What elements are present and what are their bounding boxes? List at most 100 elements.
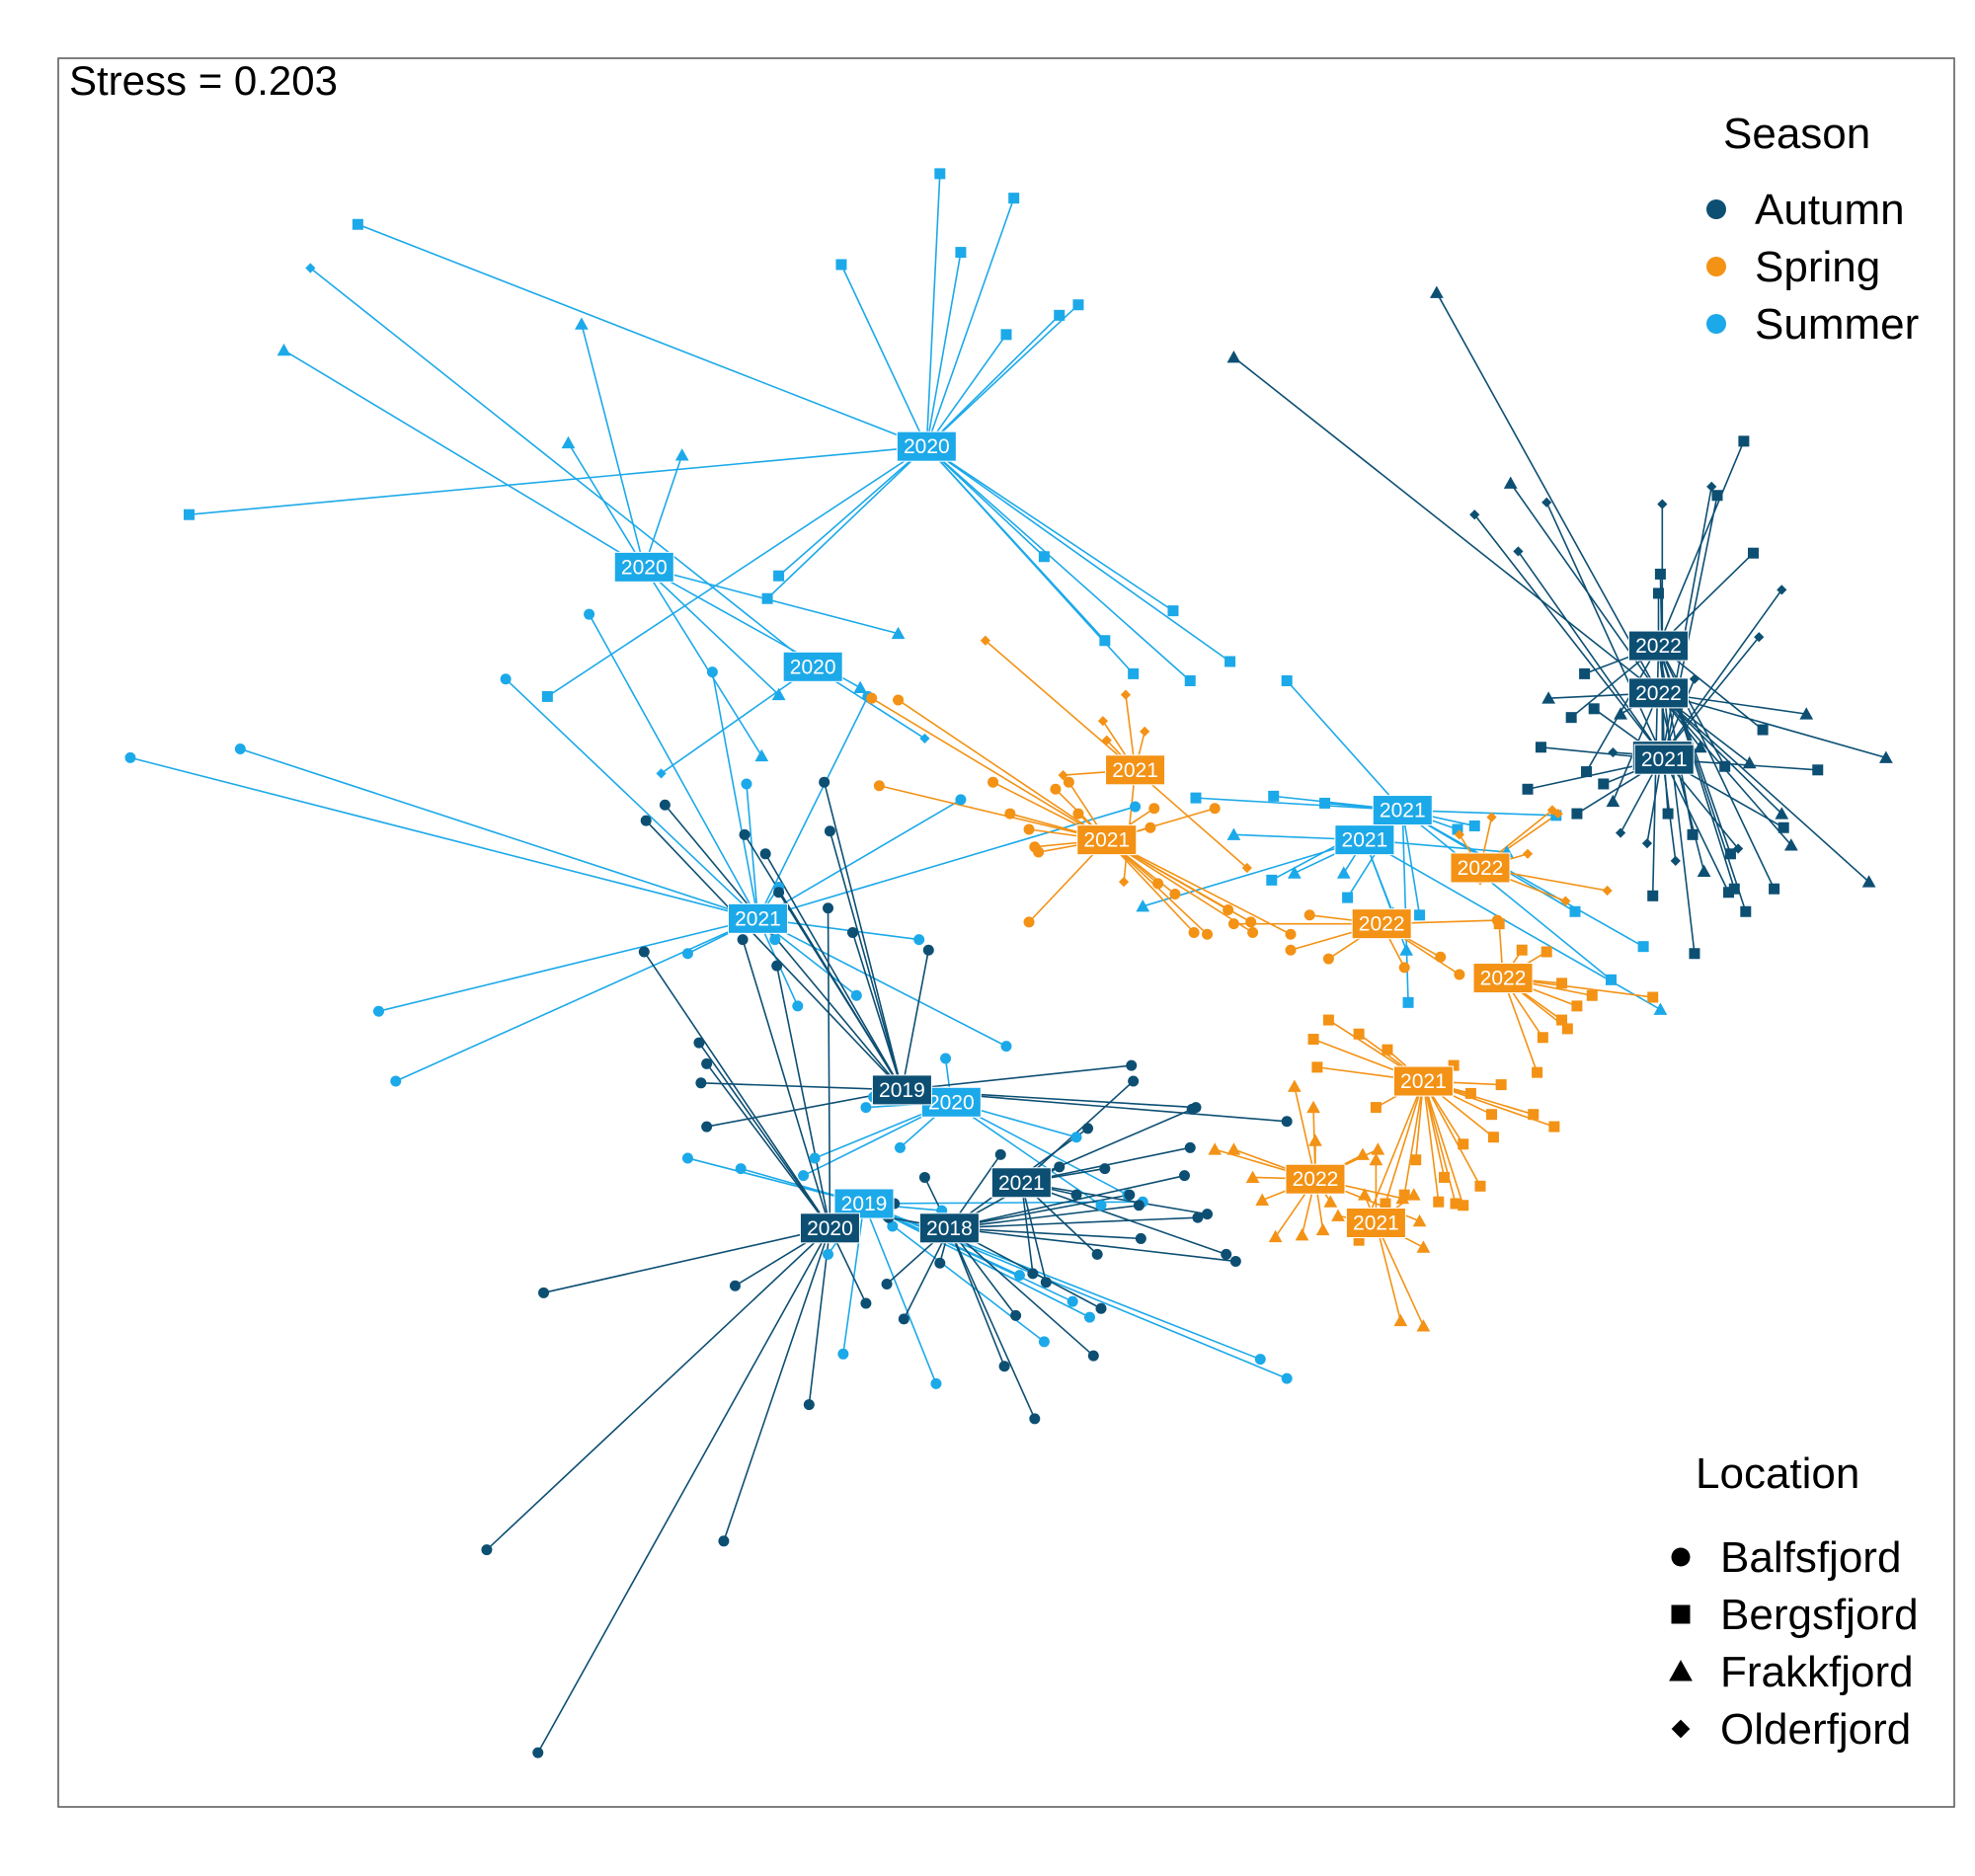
spider-line [863, 1203, 1090, 1318]
sample-point-balfsfjord [1285, 944, 1297, 956]
centroid-year-label: 2021 [1112, 759, 1158, 782]
sample-point-bergsfjord [1647, 991, 1659, 1003]
sample-point-balfsfjord [803, 1399, 815, 1411]
sample-point-bergsfjord [1224, 656, 1236, 667]
sample-point-frakkfjord [1255, 1193, 1270, 1206]
season-legend-label: Summer [1755, 300, 1919, 349]
sample-point-bergsfjord [1581, 766, 1593, 778]
spider-line [1657, 552, 1755, 647]
sample-point-bergsfjord [1812, 764, 1824, 776]
sample-point-bergsfjord [1414, 909, 1426, 921]
spider-line [129, 756, 758, 920]
sample-point-frakkfjord [1861, 875, 1876, 888]
sample-point-balfsfjord [860, 1297, 872, 1309]
sample-point-balfsfjord [940, 1053, 952, 1064]
sample-point-balfsfjord [819, 776, 830, 788]
spider-line [925, 445, 1231, 663]
sample-point-bergsfjord [1556, 977, 1568, 989]
sample-point-bergsfjord [1439, 1171, 1451, 1183]
sample-point-bergsfjord [1689, 948, 1700, 960]
season-legend: Season Autumn Spring Summer [1706, 110, 1919, 349]
centroid-label-box [1105, 754, 1166, 786]
sample-point-frakkfjord [276, 343, 291, 356]
sample-point-balfsfjord [1398, 962, 1410, 974]
stress-annotation: Stress = 0.203 [69, 57, 338, 104]
location-legend: Location Balfsfjord Bergsfjord Frakkfjord O… [1669, 1449, 1919, 1754]
sample-point-bergsfjord [1493, 918, 1505, 930]
spider-line [1106, 838, 1254, 934]
spider-line [240, 747, 758, 920]
centroid-label: 2021 [727, 902, 788, 934]
centroid-label-box [1351, 908, 1412, 940]
sample-point-balfsfjord [681, 1152, 693, 1164]
sample-point-balfsfjord [1435, 951, 1447, 963]
location-legend-key-bergsfjord [1671, 1604, 1691, 1624]
centroid-label: 2019 [871, 1074, 932, 1106]
sample-point-balfsfjord [739, 828, 750, 840]
centroid-label: 2022 [1450, 852, 1511, 884]
sample-point-balfsfjord [1192, 1212, 1204, 1223]
sample-point-balfsfjord [1135, 1232, 1146, 1244]
sample-point-balfsfjord [893, 694, 905, 706]
sample-point-balfsfjord [1186, 1103, 1198, 1115]
centroid-year-label: 2021 [1353, 1212, 1399, 1234]
sample-point-bergsfjord [1190, 792, 1202, 804]
spider-line [1232, 356, 1659, 694]
spider-line [851, 932, 904, 1091]
spider-line [395, 917, 758, 1082]
sample-point-balfsfjord [1082, 1123, 1094, 1134]
spider-line [778, 445, 927, 577]
centroid-label: 2021 [1076, 824, 1138, 856]
spider-line [863, 1201, 1144, 1205]
centroid-year-label: 2022 [1293, 1168, 1339, 1191]
sample-point-bergsfjord [1586, 989, 1598, 1001]
location-legend-key-olderfjord [1671, 1719, 1691, 1739]
sample-point-balfsfjord [824, 825, 835, 837]
centroid-label: 2018 [918, 1212, 980, 1244]
centroid-label-box [727, 902, 788, 934]
sample-point-bergsfjord [1652, 587, 1664, 599]
centroid-label: 2021 [990, 1167, 1052, 1199]
sample-point-olderfjord [1058, 770, 1068, 781]
sample-point-bergsfjord [352, 218, 363, 230]
sample-point-olderfjord [1641, 838, 1653, 849]
sample-point-olderfjord [1615, 827, 1626, 838]
sample-point-balfsfjord [1083, 1311, 1095, 1323]
sample-point-balfsfjord [737, 934, 749, 946]
sample-point-balfsfjord [769, 934, 781, 946]
sample-point-olderfjord [1097, 716, 1109, 727]
spider-line [567, 442, 645, 568]
spider-line [863, 1203, 937, 1384]
spider-line [949, 1204, 1140, 1229]
centroid-year-label: 2020 [904, 435, 950, 458]
sample-point-balfsfjord [1124, 1189, 1136, 1201]
sample-point-olderfjord [1120, 689, 1132, 700]
sample-point-bergsfjord [1464, 1087, 1476, 1099]
spider-line [643, 566, 780, 696]
sample-point-frakkfjord [1306, 1100, 1320, 1114]
sample-point-olderfjord [1754, 632, 1765, 643]
spider-line [949, 1227, 1142, 1240]
spider-line [949, 1174, 1185, 1229]
sample-point-bergsfjord [1769, 883, 1780, 895]
sample-point-balfsfjord [934, 1257, 946, 1269]
spider-line [1401, 810, 1421, 915]
sample-point-balfsfjord [1095, 1302, 1107, 1314]
sample-point-balfsfjord [823, 902, 834, 914]
sample-point-bergsfjord [1448, 1059, 1460, 1071]
sample-point-frakkfjord [1245, 1170, 1260, 1183]
spider-line [664, 804, 904, 1091]
sample-point-balfsfjord [1145, 821, 1156, 833]
spider-line [1661, 486, 1713, 756]
sample-point-bergsfjord [1099, 635, 1111, 647]
spider-line [1021, 1181, 1226, 1256]
spider-line [643, 951, 831, 1229]
sample-point-balfsfjord [372, 1005, 384, 1017]
sample-point-balfsfjord [1322, 953, 1334, 965]
sample-point-bergsfjord [1571, 808, 1583, 820]
spider-line [1661, 588, 1782, 757]
centroid-label: 2021 [1345, 1207, 1406, 1238]
spider-line [1422, 1080, 1440, 1203]
spider-line [948, 1227, 1005, 1368]
spider-line [775, 965, 831, 1228]
